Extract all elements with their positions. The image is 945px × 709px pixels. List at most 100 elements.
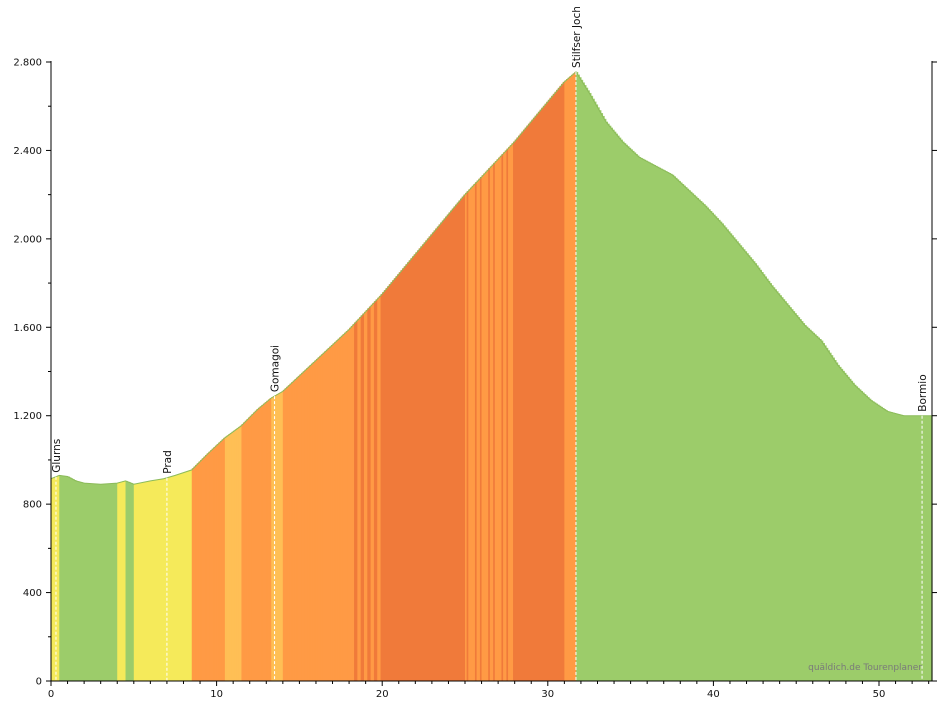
gradient-stripe xyxy=(754,263,758,681)
gradient-stripe xyxy=(219,440,223,681)
gradient-stripe xyxy=(721,223,724,681)
gradient-stripe xyxy=(269,398,272,681)
gradient-stripe xyxy=(864,394,867,681)
gradient-stripe xyxy=(393,278,397,681)
gradient-stripe xyxy=(310,363,314,681)
gradient-stripe xyxy=(205,454,208,681)
gradient-stripe xyxy=(130,482,133,681)
gradient-stripes xyxy=(51,71,933,682)
gradient-stripe xyxy=(915,415,918,681)
gradient-stripe xyxy=(900,414,903,681)
gradient-stripe xyxy=(370,304,373,681)
gradient-stripe xyxy=(857,387,860,681)
gradient-stripe xyxy=(413,254,416,681)
gradient-stripe xyxy=(69,477,72,681)
gradient-stripe xyxy=(835,362,839,681)
gradient-stripe xyxy=(168,476,171,681)
gradient-stripe xyxy=(647,161,650,682)
gradient-stripe xyxy=(648,162,652,681)
gradient-stripe xyxy=(774,289,777,681)
gradient-stripe xyxy=(213,447,216,681)
gradient-stripe xyxy=(686,188,690,682)
gradient-stripe xyxy=(600,113,604,681)
gradient-stripe xyxy=(567,77,570,681)
gradient-stripe xyxy=(92,483,95,681)
gradient-stripe xyxy=(373,301,377,681)
gradient-stripe xyxy=(539,109,542,681)
gradient-stripe xyxy=(708,209,711,682)
gradient-stripe xyxy=(905,415,908,681)
gradient-stripe xyxy=(156,479,160,681)
gradient-stripe xyxy=(575,71,579,681)
gradient-stripe xyxy=(827,350,830,681)
gradient-stripe xyxy=(191,468,195,681)
gradient-stripe xyxy=(928,415,931,681)
gradient-stripe xyxy=(822,342,825,681)
gradient-stripe xyxy=(249,415,252,681)
gradient-stripe xyxy=(115,483,118,681)
gradient-stripe xyxy=(469,187,473,681)
gradient-stripe xyxy=(811,331,814,681)
gradient-stripe xyxy=(103,483,107,681)
gradient-stripe xyxy=(267,399,271,681)
gradient-stripe xyxy=(359,317,362,681)
gradient-stripe xyxy=(67,476,70,681)
gradient-stripe xyxy=(440,222,443,681)
gradient-stripe xyxy=(890,412,893,681)
gradient-stripe xyxy=(716,218,719,681)
gradient-stripe xyxy=(635,153,638,682)
gradient-stripe xyxy=(297,375,301,681)
gradient-stripe xyxy=(612,129,615,681)
gradient-stripe xyxy=(725,227,728,682)
gradient-stripe xyxy=(531,119,534,681)
place-label: Prad xyxy=(162,450,174,474)
gradient-stripe xyxy=(509,145,512,681)
gradient-stripe xyxy=(625,144,628,681)
gradient-stripe xyxy=(254,410,257,681)
gradient-stripe xyxy=(153,480,156,681)
place-markers xyxy=(55,71,923,681)
gradient-stripe xyxy=(340,335,344,681)
gradient-stripe xyxy=(133,483,137,681)
gradient-stripe xyxy=(181,472,185,681)
gradient-stripe xyxy=(845,374,849,681)
x-tick-label: 20 xyxy=(376,689,389,700)
gradient-stripe xyxy=(883,409,887,681)
gradient-stripe xyxy=(55,476,59,681)
gradient-stripe xyxy=(922,415,925,681)
gradient-stripe xyxy=(807,328,811,681)
gradient-stripe xyxy=(160,479,163,681)
gradient-stripe xyxy=(218,442,221,681)
gradient-stripe xyxy=(526,125,529,682)
gradient-stripe xyxy=(123,480,127,681)
gradient-stripe xyxy=(630,149,633,681)
gradient-stripe xyxy=(102,484,105,681)
gradient-stripe xyxy=(627,146,630,682)
gradient-stripe xyxy=(852,382,855,681)
gradient-stripe xyxy=(176,474,180,681)
gradient-stripe xyxy=(284,388,287,681)
gradient-stripe xyxy=(880,406,883,681)
gradient-stripe xyxy=(161,478,165,681)
gradient-stripe xyxy=(925,415,928,681)
gradient-stripe xyxy=(241,424,244,681)
gradient-stripe xyxy=(532,117,536,681)
gradient-stripe xyxy=(734,239,738,682)
gradient-stripe xyxy=(89,483,92,681)
gradient-stripe xyxy=(516,137,519,682)
gradient-stripe xyxy=(441,220,445,681)
gradient-stripe xyxy=(72,479,75,681)
gradient-stripe xyxy=(678,180,681,681)
gradient-stripe xyxy=(51,478,54,681)
gradient-stripe xyxy=(122,481,125,681)
gradient-stripe xyxy=(428,236,431,681)
gradient-stripe xyxy=(395,276,398,681)
gradient-stripe xyxy=(892,412,895,681)
gradient-stripe xyxy=(150,480,153,681)
gradient-stripe xyxy=(814,334,817,681)
gradient-stripe xyxy=(262,403,266,681)
gradient-stripe xyxy=(62,475,65,681)
gradient-stripe xyxy=(90,483,93,681)
gradient-stripe xyxy=(118,482,122,681)
gradient-stripe xyxy=(363,311,367,681)
